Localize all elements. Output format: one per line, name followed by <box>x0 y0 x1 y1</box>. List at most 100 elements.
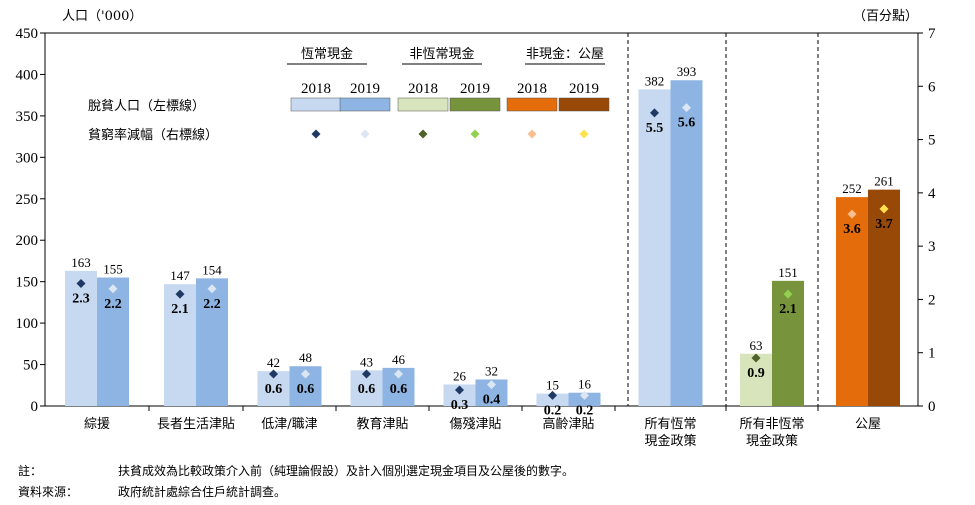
category-label: 現金政策 <box>746 433 798 449</box>
poverty-rate-value-label: 0.2 <box>576 403 594 418</box>
poverty-rate-marker <box>269 369 278 379</box>
population-value-label: 48 <box>299 350 312 365</box>
legend-marker-row-label: 貧窮率減幅（右標線） <box>88 127 218 143</box>
poverty-rate-marker <box>76 278 86 288</box>
legend-bar-row-label: 脫貧人口（左標線） <box>88 98 205 114</box>
poverty-rate-value-label: 0.9 <box>747 366 765 381</box>
population-value-label: 155 <box>103 262 123 277</box>
poverty-rate-value-label: 2.1 <box>779 302 797 317</box>
left-tick-label: 0 <box>31 399 39 415</box>
left-tick-label: 450 <box>16 26 39 42</box>
poverty-rate-value-label: 3.6 <box>843 222 861 237</box>
poverty-rate-marker <box>207 284 217 294</box>
population-value-label: 163 <box>71 255 91 270</box>
poverty-rate-value-label: 5.6 <box>678 116 696 131</box>
poverty-rate-value-label: 2.2 <box>203 297 221 312</box>
legend-year: 2018 <box>301 81 331 97</box>
population-value-label: 252 <box>842 181 862 196</box>
poverty-rate-marker <box>455 385 464 395</box>
note-label: 註： <box>18 464 43 478</box>
poverty-rate-marker <box>847 209 857 219</box>
legend-group-header: 恆常現金 <box>301 46 353 62</box>
population-bar <box>196 278 228 406</box>
left-axis-title: 人口（'000） <box>62 9 142 24</box>
category-label: 高齡津貼 <box>542 416 594 432</box>
left-tick-label: 100 <box>16 316 39 332</box>
poverty-rate-marker <box>394 369 403 379</box>
legend-bar-swatch <box>397 97 449 112</box>
poverty-rate-marker <box>548 390 557 400</box>
right-tick-label: 1 <box>928 346 936 362</box>
population-value-label: 15 <box>546 378 559 393</box>
plot-area: 0 50 100 150 200 250 300 350 400 450 0 1 2 3 4 5 6 7 163 2.… <box>16 26 937 449</box>
legend-year: 2019 <box>350 81 380 97</box>
population-value-label: 16 <box>578 377 592 392</box>
left-tick-label: 300 <box>16 150 39 166</box>
population-value-label: 147 <box>170 268 190 283</box>
population-bar <box>97 277 129 406</box>
poverty-rate-value-label: 0.2 <box>544 403 562 418</box>
right-tick-label: 0 <box>928 399 936 415</box>
population-bar <box>65 270 97 406</box>
right-tick-label: 7 <box>928 26 936 42</box>
poverty-rate-value-label: 2.2 <box>104 297 122 312</box>
poverty-rate-marker <box>650 108 659 118</box>
legend-bar-swatch <box>339 97 391 112</box>
poverty-rate-value-label: 0.6 <box>297 382 315 397</box>
poverty-rate-value-label: 0.4 <box>483 393 501 408</box>
right-axis-title: （百分點） <box>853 9 918 24</box>
left-tick-label: 400 <box>16 67 39 83</box>
category-label: 傷殘津貼 <box>449 416 501 432</box>
left-tick-label: 150 <box>16 275 39 291</box>
population-value-label: 382 <box>645 73 665 88</box>
category-label: 所有恆常 <box>644 417 696 432</box>
legend-group-header: 非現金：公屋 <box>526 46 604 62</box>
poverty-rate-marker <box>108 284 118 294</box>
population-bar <box>638 89 671 406</box>
category-label: 現金政策 <box>644 433 696 449</box>
population-bar <box>836 197 868 406</box>
population-bar <box>670 80 703 406</box>
legend-group-header: 非恆常現金 <box>409 46 474 62</box>
left-tick-label: 250 <box>16 192 39 208</box>
population-value-label: 42 <box>267 355 280 370</box>
right-tick-label: 2 <box>928 292 936 308</box>
poverty-rate-marker <box>362 369 371 379</box>
legend-year: 2018 <box>408 81 438 97</box>
source-text: 政府統計處綜合住戶統計調查。 <box>118 485 287 499</box>
poverty-rate-marker <box>487 380 496 390</box>
poverty-rate-value-label: 0.3 <box>451 398 469 413</box>
legend-bar-swatch <box>506 97 558 112</box>
population-value-label: 63 <box>750 338 763 353</box>
population-bar <box>164 284 196 406</box>
population-value-label: 32 <box>485 363 498 378</box>
poverty-rate-value-label: 5.5 <box>646 121 664 136</box>
population-value-label: 151 <box>778 265 798 280</box>
poverty-rate-value-label: 2.1 <box>171 302 189 317</box>
poverty-rate-value-label: 3.7 <box>875 217 893 232</box>
right-tick-label: 6 <box>928 79 936 95</box>
legend-marker-swatch <box>470 129 480 139</box>
category-label: 公屋 <box>855 417 881 432</box>
legend: 恆常現金 非恆常現金 非現金：公屋 2018 2019 2018 2019 2018 2019 脫… <box>88 46 610 143</box>
legend-marker-swatch <box>311 129 321 139</box>
right-tick-label: 5 <box>928 133 936 149</box>
poverty-rate-marker <box>751 353 761 363</box>
right-tick-label: 4 <box>928 186 936 202</box>
category-label: 長者生活津貼 <box>157 417 235 432</box>
legend-year: 2019 <box>460 81 490 97</box>
population-value-label: 393 <box>677 64 697 79</box>
right-tick-label: 3 <box>928 239 936 255</box>
population-value-label: 26 <box>453 368 467 383</box>
poverty-rate-value-label: 0.6 <box>390 382 408 397</box>
population-bar <box>772 280 804 406</box>
poverty-rate-value-label: 0.6 <box>265 382 283 397</box>
note-text: 扶貧成效為比較政策介入前（純理論假設）及計入個別選定現金項目及公屋後的數字。 <box>118 464 575 478</box>
legend-year: 2019 <box>569 81 599 97</box>
population-value-label: 154 <box>202 262 222 277</box>
poverty-rate-marker <box>175 289 185 299</box>
category-label: 所有非恆常 <box>739 417 804 432</box>
category-label: 教育津貼 <box>356 416 408 432</box>
poverty-rate-marker <box>879 204 889 214</box>
